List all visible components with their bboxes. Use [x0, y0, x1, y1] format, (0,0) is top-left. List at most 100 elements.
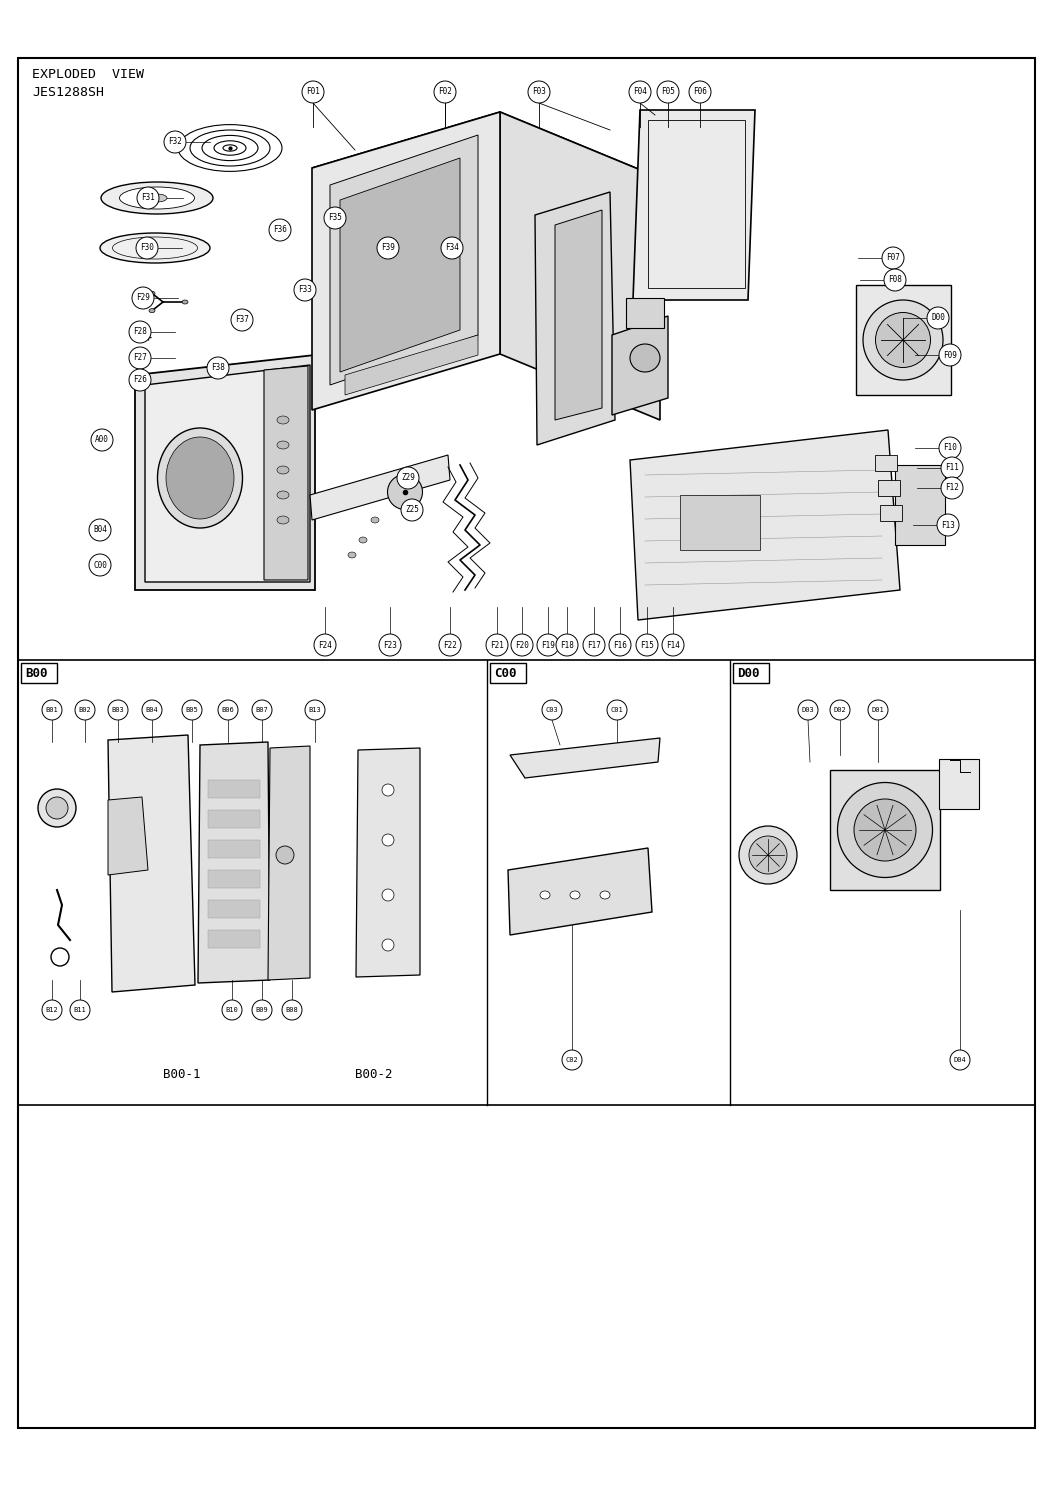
Text: B00-1: B00-1: [163, 1068, 200, 1081]
Ellipse shape: [150, 292, 155, 295]
Ellipse shape: [600, 890, 610, 899]
Ellipse shape: [277, 441, 289, 450]
Circle shape: [302, 80, 324, 103]
Text: F35: F35: [329, 213, 342, 222]
Bar: [208, 899, 260, 919]
Text: F20: F20: [515, 640, 529, 649]
Ellipse shape: [863, 299, 943, 380]
Circle shape: [607, 700, 627, 721]
Text: A00: A00: [95, 435, 108, 445]
Text: F36: F36: [273, 225, 286, 234]
Text: B04: B04: [145, 707, 158, 713]
Text: D02: D02: [834, 707, 847, 713]
Bar: [208, 810, 260, 828]
Bar: [490, 663, 526, 683]
Circle shape: [537, 634, 559, 657]
Bar: [878, 479, 900, 496]
Ellipse shape: [277, 517, 289, 524]
Text: B03: B03: [112, 707, 124, 713]
Ellipse shape: [119, 188, 195, 208]
Circle shape: [798, 700, 818, 721]
Circle shape: [164, 131, 186, 153]
Ellipse shape: [277, 466, 289, 474]
Text: F13: F13: [941, 521, 955, 530]
Ellipse shape: [739, 826, 797, 884]
Text: Z29: Z29: [401, 474, 415, 482]
Bar: [895, 465, 945, 545]
Circle shape: [939, 436, 961, 459]
Circle shape: [441, 237, 463, 259]
Polygon shape: [312, 112, 500, 409]
Circle shape: [182, 700, 202, 721]
Bar: [830, 770, 940, 890]
Circle shape: [542, 700, 562, 721]
Text: F27: F27: [133, 353, 147, 362]
Text: F18: F18: [560, 640, 574, 649]
Polygon shape: [555, 210, 602, 420]
Circle shape: [434, 80, 456, 103]
Circle shape: [75, 700, 95, 721]
Ellipse shape: [158, 427, 242, 529]
Polygon shape: [340, 158, 460, 372]
Text: B02: B02: [79, 707, 92, 713]
Text: D03: D03: [801, 707, 814, 713]
Text: F23: F23: [383, 640, 397, 649]
Circle shape: [142, 700, 162, 721]
Ellipse shape: [382, 785, 394, 797]
Polygon shape: [108, 736, 195, 992]
Ellipse shape: [277, 415, 289, 424]
Text: Z25: Z25: [405, 505, 419, 515]
Text: C00: C00: [494, 667, 517, 680]
Circle shape: [130, 369, 151, 392]
Text: F26: F26: [133, 375, 147, 384]
Text: B00-2: B00-2: [355, 1068, 393, 1081]
Bar: [625, 298, 664, 328]
Text: F37: F37: [235, 316, 249, 325]
Bar: [880, 505, 902, 521]
Polygon shape: [345, 335, 478, 395]
Circle shape: [90, 520, 111, 541]
Text: F11: F11: [945, 463, 959, 472]
Circle shape: [401, 499, 423, 521]
Text: B05: B05: [185, 707, 198, 713]
Text: B12: B12: [45, 1007, 58, 1013]
Circle shape: [130, 322, 151, 342]
Polygon shape: [612, 316, 668, 415]
Bar: [208, 780, 260, 798]
Circle shape: [511, 634, 533, 657]
Text: F32: F32: [168, 137, 182, 146]
Text: D00: D00: [737, 667, 759, 680]
Ellipse shape: [166, 436, 234, 520]
Circle shape: [941, 457, 963, 479]
Circle shape: [868, 700, 888, 721]
Text: JES1288SH: JES1288SH: [32, 86, 104, 98]
Text: F05: F05: [661, 88, 675, 97]
Text: F38: F38: [211, 363, 225, 372]
Circle shape: [486, 634, 508, 657]
Text: F29: F29: [136, 293, 150, 302]
Circle shape: [636, 634, 658, 657]
Circle shape: [830, 700, 850, 721]
Circle shape: [439, 634, 461, 657]
Text: F24: F24: [318, 640, 332, 649]
Circle shape: [42, 700, 62, 721]
Text: D01: D01: [872, 707, 885, 713]
Circle shape: [528, 80, 550, 103]
Polygon shape: [500, 112, 660, 420]
Bar: [856, 284, 951, 395]
Polygon shape: [264, 366, 307, 581]
Text: B09: B09: [256, 1007, 269, 1013]
Circle shape: [657, 80, 679, 103]
Text: F31: F31: [141, 194, 155, 203]
Text: F39: F39: [381, 244, 395, 253]
Circle shape: [252, 700, 272, 721]
Text: EXPLODED  VIEW: EXPLODED VIEW: [32, 68, 144, 80]
Bar: [21, 663, 57, 683]
Circle shape: [231, 310, 253, 331]
Circle shape: [937, 514, 959, 536]
Text: B10: B10: [225, 1007, 238, 1013]
Bar: [208, 870, 260, 887]
Ellipse shape: [382, 940, 394, 951]
Circle shape: [939, 344, 961, 366]
Ellipse shape: [276, 846, 294, 864]
